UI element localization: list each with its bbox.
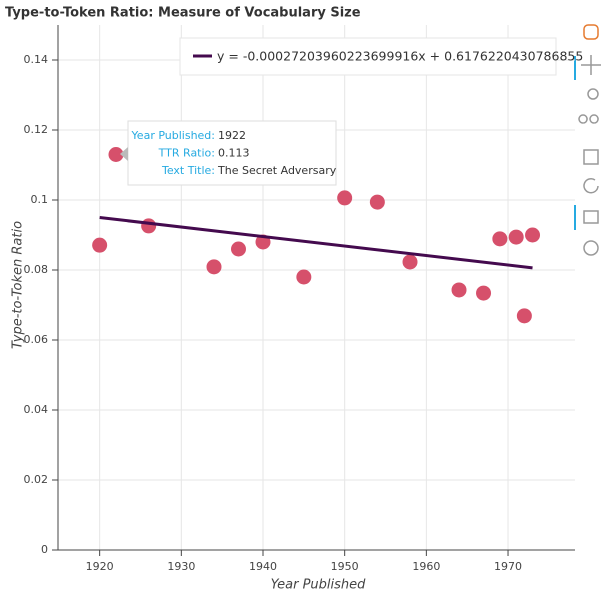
x-tick-label: 1960	[412, 560, 440, 573]
y-tick-label: 0.02	[24, 473, 49, 486]
point	[108, 147, 124, 162]
x-tick-label: 1920	[86, 560, 114, 573]
point	[141, 218, 157, 234]
legend-box	[179, 37, 557, 76]
point	[402, 254, 418, 270]
point	[231, 241, 247, 257]
tooltip-value: The Secret Adversary	[217, 164, 337, 177]
tooltip-value: 0.113	[218, 147, 250, 160]
tooltip-label: Year Published:	[131, 129, 215, 142]
y-tick-label: 0.12	[24, 123, 49, 136]
point	[492, 231, 508, 247]
wheel-zoom-tool[interactable]	[578, 114, 599, 124]
y-tick-label: 0.06	[24, 333, 49, 346]
x-tick-label: 1970	[494, 560, 522, 573]
point	[476, 285, 492, 301]
point	[508, 229, 524, 245]
tooltip-arrow	[120, 147, 128, 161]
tooltip-value: 1922	[218, 129, 246, 142]
legend-label: y = -0.00027203960223699916x + 0.6176220…	[217, 49, 583, 64]
y-axis-label: Type-to-Token Ratio	[11, 221, 26, 349]
x-axis-label: Year Published	[271, 578, 367, 593]
chart-title: Type-to-Token Ratio: Measure of Vocabula…	[5, 6, 361, 21]
point	[369, 194, 385, 210]
y-tick-label: 0.1	[31, 193, 49, 206]
help-tool[interactable]	[583, 240, 599, 256]
x-tick-label: 1950	[331, 560, 359, 573]
x-tick-label: 1940	[249, 560, 277, 573]
toolbar	[574, 24, 601, 256]
point	[206, 259, 222, 275]
y-tick-label: 0	[41, 543, 48, 556]
reset-tool[interactable]	[583, 178, 599, 194]
point	[337, 190, 353, 206]
plot-area: 1920 1930 1940 1950 1960 1970 0 0.02 0.04 0.06 0.0…	[24, 25, 575, 573]
y-tick-label: 0.08	[24, 263, 49, 276]
point	[525, 227, 541, 243]
bokeh-logo[interactable]	[583, 24, 599, 40]
point	[516, 308, 532, 324]
pan-tool[interactable]	[581, 55, 601, 75]
save-tool[interactable]	[583, 149, 599, 165]
tooltip-box	[127, 120, 337, 186]
x-tick-label: 1930	[167, 560, 195, 573]
point	[451, 282, 467, 298]
fit-line	[99, 216, 533, 270]
y-tick-label: 0.14	[24, 53, 49, 66]
point	[296, 269, 312, 285]
y-tick-label: 0.04	[24, 403, 49, 416]
tooltip-label: Text Title:	[161, 164, 215, 177]
tooltip-label: TTR Ratio:	[158, 147, 215, 160]
point	[92, 237, 108, 253]
zoom-tool[interactable]	[587, 88, 599, 100]
hover-tool[interactable]	[583, 210, 599, 224]
